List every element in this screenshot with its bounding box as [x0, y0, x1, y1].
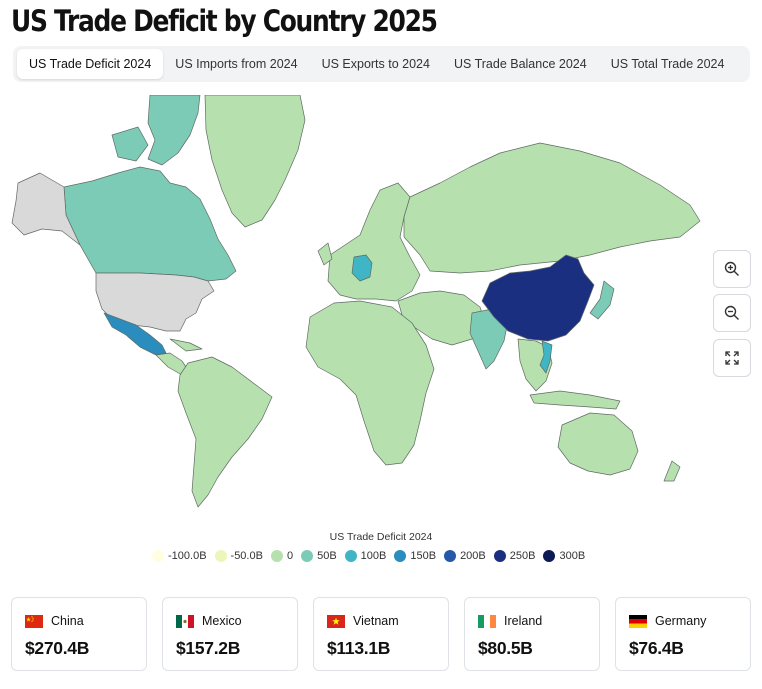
- legend-label: 50B: [317, 550, 337, 562]
- legend-item: 200B: [444, 550, 486, 562]
- vietnam-flag-icon: [327, 614, 345, 628]
- map-region-south-america[interactable]: [177, 356, 273, 508]
- china-flag-icon: [25, 614, 43, 628]
- legend-label: -100.0B: [168, 550, 207, 562]
- map-region-china[interactable]: [481, 254, 595, 342]
- map-region-canada[interactable]: [63, 166, 237, 282]
- legend-item: 300B: [543, 550, 585, 562]
- card-country-name: Mexico: [202, 614, 242, 628]
- map-region-alaska[interactable]: [11, 172, 81, 246]
- card-deficit-value: $76.4B: [629, 638, 684, 658]
- legend-swatch: [394, 550, 407, 562]
- legend-label: 300B: [559, 550, 586, 562]
- legend-swatch: [493, 550, 506, 562]
- zoom-in-button[interactable]: [713, 250, 751, 288]
- zoom-out-button[interactable]: [713, 294, 751, 332]
- map-region-europe[interactable]: [327, 182, 421, 302]
- card-country-name: China: [51, 614, 84, 628]
- germany-flag-icon: [629, 614, 647, 628]
- legend-label: 100B: [360, 550, 387, 562]
- legend-item: 0: [270, 550, 294, 562]
- map-legend: -100.0B -50.0B 0 50B 100B 150B 200B 250B…: [152, 548, 593, 564]
- legend-item: -50.0B: [214, 550, 263, 562]
- tab-us-total-trade-2024[interactable]: US Total Trade 2024: [610, 57, 725, 71]
- mexico-flag-icon: [176, 614, 194, 628]
- card-deficit-value: $157.2B: [176, 638, 241, 658]
- tab-us-trade-balance-2024[interactable]: US Trade Balance 2024: [453, 57, 587, 71]
- legend-label: 200B: [460, 550, 486, 562]
- card-deficit-value: $270.4B: [25, 638, 90, 658]
- legend-swatch: [543, 550, 556, 562]
- fullscreen-button[interactable]: [713, 339, 751, 377]
- metric-tabs: US Trade Deficit 2024 US Imports from 20…: [13, 46, 750, 82]
- legend-item: 100B: [344, 550, 387, 562]
- map-region-united-kingdom[interactable]: [317, 242, 333, 266]
- map-region-canada-arctic-island[interactable]: [111, 126, 149, 162]
- legend-swatch: [270, 550, 283, 562]
- country-card-china[interactable]: China $270.4B: [11, 597, 147, 671]
- map-region-new-zealand[interactable]: [663, 460, 681, 482]
- legend-item: 150B: [394, 550, 436, 562]
- country-card-ireland[interactable]: Ireland $80.5B: [464, 597, 600, 671]
- card-deficit-value: $80.5B: [478, 638, 533, 658]
- map-region-greenland[interactable]: [204, 95, 306, 228]
- legend-item: 250B: [493, 550, 536, 562]
- fullscreen-icon: [725, 351, 739, 365]
- legend-swatch: [214, 550, 227, 562]
- map-region-caribbean[interactable]: [169, 338, 203, 352]
- country-card-germany[interactable]: Germany $76.4B: [615, 597, 751, 671]
- top-countries-cards: China $270.4B Mexico $157.2B Vietnam $11…: [11, 597, 762, 671]
- map-region-mexico[interactable]: [103, 312, 167, 356]
- map-region-germany[interactable]: [351, 254, 373, 282]
- country-card-mexico[interactable]: Mexico $157.2B: [162, 597, 298, 671]
- map-region-canada-arctic[interactable]: [147, 95, 201, 166]
- map-region-japan[interactable]: [589, 280, 615, 320]
- legend-item: -100.0B: [152, 550, 207, 562]
- map-region-africa[interactable]: [305, 300, 435, 466]
- legend-label: -50.0B: [230, 550, 263, 562]
- zoom-in-icon: [724, 261, 739, 276]
- legend-item: 50B: [301, 550, 337, 562]
- card-country-name: Germany: [655, 614, 707, 628]
- card-deficit-value: $113.1B: [327, 638, 391, 658]
- page-title: US Trade Deficit by Country 2025: [11, 4, 438, 38]
- legend-label: 150B: [410, 550, 437, 562]
- legend-label: 250B: [509, 550, 536, 562]
- card-country-name: Vietnam: [353, 614, 399, 628]
- map-region-russia[interactable]: [403, 142, 701, 274]
- legend-swatch: [444, 550, 457, 562]
- tab-us-imports-2024[interactable]: US Imports from 2024: [175, 57, 298, 71]
- world-map[interactable]: [0, 95, 762, 525]
- map-region-indonesia[interactable]: [529, 390, 621, 410]
- zoom-out-icon: [724, 305, 739, 320]
- legend-label: 0: [286, 550, 294, 562]
- legend-swatch: [344, 550, 357, 562]
- tab-us-exports-2024[interactable]: US Exports to 2024: [321, 57, 430, 71]
- legend-title: US Trade Deficit 2024: [329, 531, 433, 543]
- map-region-vietnam[interactable]: [539, 340, 553, 374]
- card-country-name: Ireland: [504, 614, 543, 628]
- country-card-vietnam[interactable]: Vietnam $113.1B: [313, 597, 449, 671]
- legend-swatch: [301, 550, 314, 562]
- map-region-australia[interactable]: [557, 412, 639, 476]
- legend-swatch: [152, 550, 164, 562]
- ireland-flag-icon: [478, 614, 496, 628]
- tab-us-trade-deficit-2024[interactable]: US Trade Deficit 2024: [17, 49, 164, 79]
